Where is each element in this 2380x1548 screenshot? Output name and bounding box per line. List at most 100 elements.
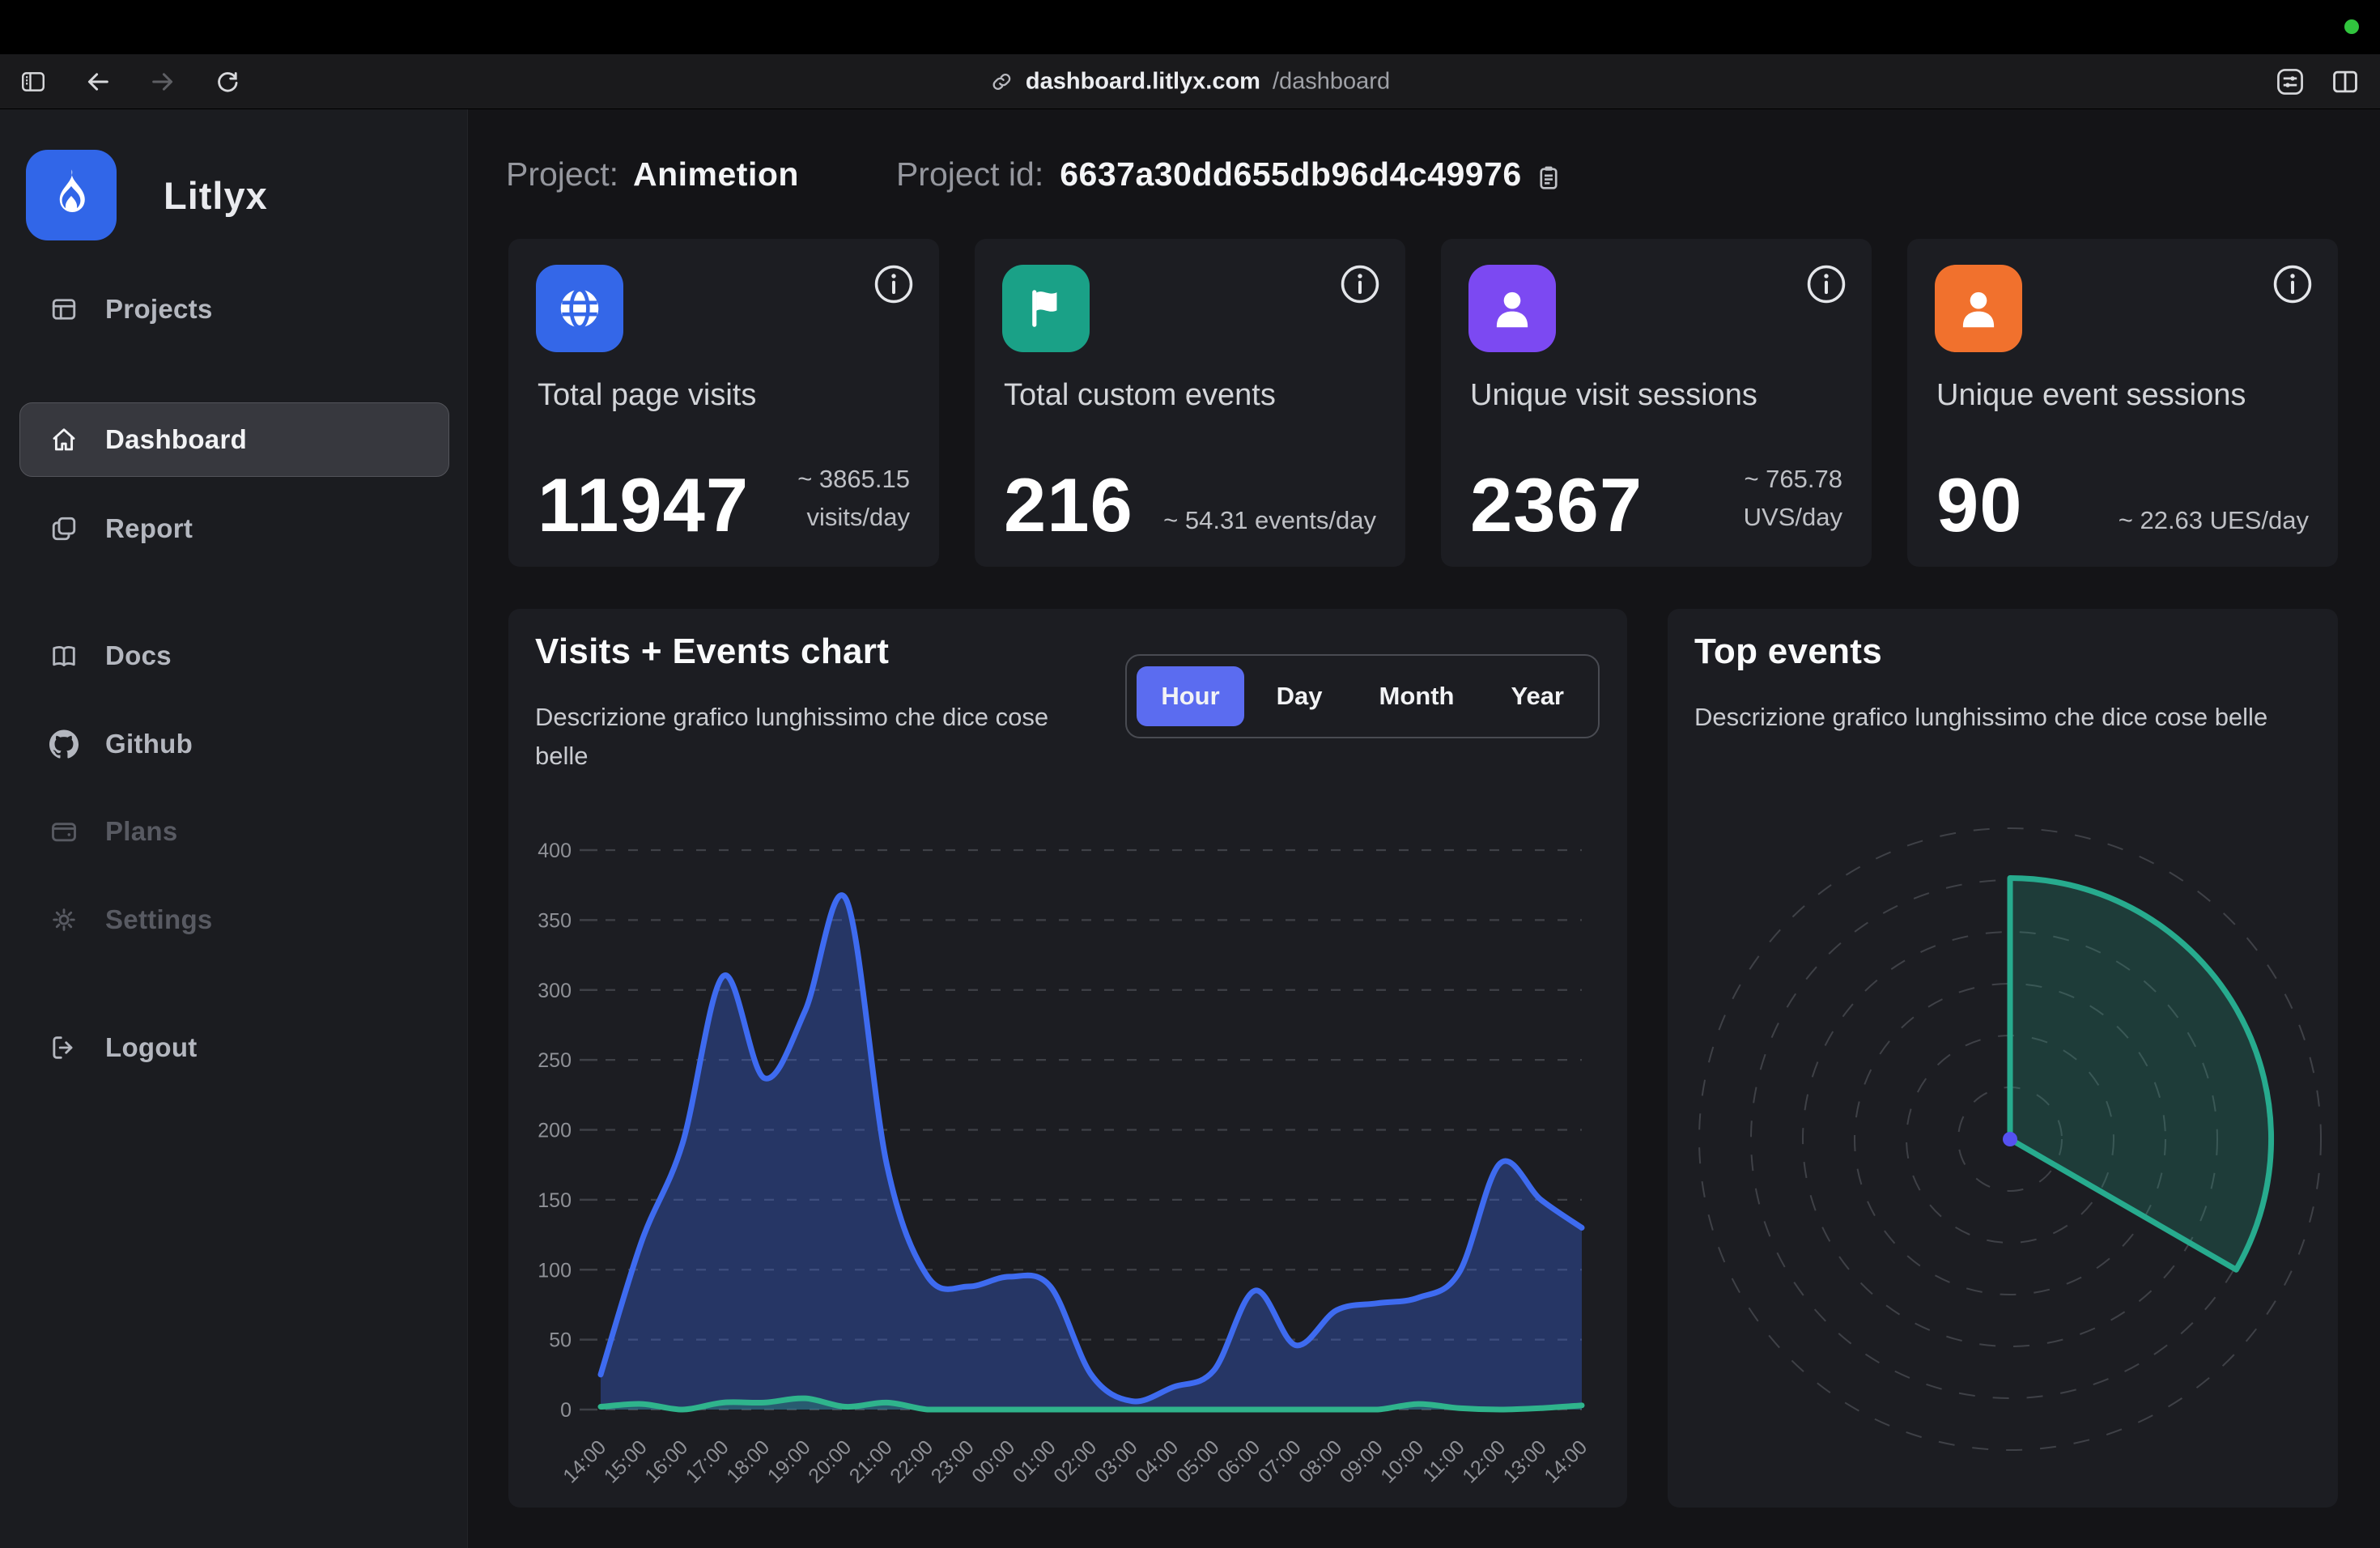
- project-name: Animetion: [633, 155, 799, 193]
- brand-name: Litlyx: [164, 173, 268, 217]
- svg-text:18:00: 18:00: [722, 1435, 774, 1487]
- svg-text:00:00: 00:00: [967, 1435, 1019, 1487]
- svg-text:11:00: 11:00: [1418, 1435, 1469, 1486]
- svg-text:17:00: 17:00: [682, 1435, 733, 1487]
- stat-title: Total custom events: [1004, 378, 1276, 412]
- stat-card-total-custom-events: Total custom events 216 ~ 54.31 events/d…: [975, 239, 1405, 567]
- svg-text:15:00: 15:00: [600, 1435, 652, 1487]
- stat-title: Unique event sessions: [1936, 378, 2246, 412]
- sidebar-item-report[interactable]: Report: [19, 491, 449, 566]
- svg-text:250: 250: [538, 1049, 572, 1072]
- stat-card-unique-event-sessions: Unique event sessions 90 ~ 22.63 UES/day: [1907, 239, 2338, 567]
- url-host: dashboard.litlyx.com: [1025, 68, 1260, 94]
- svg-text:150: 150: [538, 1189, 572, 1212]
- link-icon: [992, 73, 1011, 90]
- svg-text:50: 50: [549, 1329, 572, 1352]
- wallet-icon: [49, 817, 79, 846]
- svg-text:19:00: 19:00: [763, 1435, 815, 1487]
- sidebar-item-github[interactable]: Github: [19, 707, 449, 781]
- svg-text:350: 350: [538, 909, 572, 932]
- svg-text:01:00: 01:00: [1009, 1435, 1060, 1487]
- tab-day[interactable]: Day: [1252, 666, 1347, 726]
- svg-text:16:00: 16:00: [640, 1435, 692, 1487]
- flame-icon: [59, 169, 85, 213]
- tab-hour[interactable]: Hour: [1137, 666, 1244, 726]
- svg-text:200: 200: [538, 1120, 572, 1142]
- info-icon[interactable]: [871, 262, 916, 307]
- svg-text:13:00: 13:00: [1499, 1435, 1551, 1487]
- report-icon: [49, 514, 79, 543]
- svg-text:04:00: 04:00: [1131, 1435, 1183, 1487]
- chart-title: Visits + Events chart: [535, 632, 890, 671]
- address-bar[interactable]: dashboard.litlyx.com/dashboard: [990, 68, 1390, 95]
- litlyx-logo: [26, 150, 117, 240]
- camera-status-dot: [2344, 19, 2359, 34]
- sidebar: Litlyx Projects Dashboard Report Docs Gi…: [0, 109, 468, 1548]
- projects-icon: [49, 295, 79, 324]
- stat-title: Total page visits: [538, 378, 757, 412]
- stat-value: 216: [1004, 462, 1133, 548]
- sidebar-item-logout[interactable]: Logout: [19, 1010, 449, 1085]
- stat-title: Unique visit sessions: [1470, 378, 1757, 412]
- sidebar-item-dashboard[interactable]: Dashboard: [19, 402, 449, 477]
- browser-toolbar: dashboard.litlyx.com/dashboard: [0, 54, 2380, 109]
- sidebar-item-settings[interactable]: Settings: [19, 882, 449, 957]
- svg-text:14:00: 14:00: [559, 1435, 610, 1487]
- forward-icon[interactable]: [147, 66, 178, 97]
- user-icon: [1935, 265, 2022, 352]
- svg-text:21:00: 21:00: [845, 1435, 897, 1487]
- info-icon[interactable]: [2270, 262, 2315, 307]
- svg-text:06:00: 06:00: [1213, 1435, 1264, 1487]
- globe-icon: [536, 265, 623, 352]
- stat-value: 2367: [1470, 462, 1643, 548]
- gear-icon: [49, 905, 79, 934]
- home-icon: [49, 425, 79, 454]
- svg-text:12:00: 12:00: [1458, 1435, 1510, 1487]
- brand: Litlyx: [26, 150, 268, 240]
- copy-id-icon[interactable]: [1535, 161, 1562, 189]
- top-events-polar-chart: [1698, 827, 2322, 1451]
- stat-per-day: ~ 54.31 events/day: [1163, 505, 1376, 534]
- sidebar-toggle-icon[interactable]: [18, 66, 49, 97]
- logout-icon: [49, 1033, 79, 1062]
- project-label: Project:: [506, 155, 618, 193]
- svg-text:14:00: 14:00: [1540, 1435, 1592, 1487]
- project-id: 6637a30dd655db96d4c49976: [1060, 155, 1522, 193]
- svg-text:10:00: 10:00: [1376, 1435, 1428, 1487]
- project-id-label: Project id:: [895, 155, 1044, 193]
- info-icon[interactable]: [1804, 262, 1849, 307]
- tab-year[interactable]: Year: [1486, 666, 1588, 726]
- stat-per-day: ~ 3865.15 visits/day: [797, 465, 910, 531]
- top-events-title: Top events: [1694, 632, 1883, 671]
- sidebar-item-plans[interactable]: Plans: [19, 794, 449, 869]
- svg-text:23:00: 23:00: [927, 1435, 979, 1487]
- svg-text:05:00: 05:00: [1172, 1435, 1224, 1487]
- stat-value: 11947: [538, 462, 750, 548]
- macos-menubar: [0, 0, 2380, 54]
- svg-text:100: 100: [538, 1259, 572, 1282]
- sidebar-item-projects[interactable]: Projects: [19, 272, 449, 347]
- svg-text:22:00: 22:00: [886, 1435, 937, 1487]
- sidebar-item-docs[interactable]: Docs: [19, 619, 449, 693]
- url-path: /dashboard: [1272, 68, 1391, 94]
- top-events-card: Top events Descrizione grafico lunghissi…: [1668, 609, 2338, 1508]
- visits-events-card: Visits + Events chart Descrizione grafic…: [508, 609, 1627, 1508]
- info-icon[interactable]: [1337, 262, 1383, 307]
- svg-text:300: 300: [538, 980, 572, 1002]
- reload-icon[interactable]: [212, 66, 243, 97]
- stat-per-day: ~ 22.63 UES/day: [2118, 505, 2309, 534]
- tab-month[interactable]: Month: [1355, 666, 1479, 726]
- main-content: Project: Animetion Project id: 6637a30dd…: [468, 109, 2380, 1548]
- page-settings-icon[interactable]: [2275, 66, 2306, 97]
- top-events-description: Descrizione grafico lunghissimo che dice…: [1694, 703, 2268, 731]
- svg-text:400: 400: [538, 840, 572, 862]
- flag-icon: [1002, 265, 1090, 352]
- svg-text:09:00: 09:00: [1336, 1435, 1388, 1487]
- svg-text:08:00: 08:00: [1294, 1435, 1346, 1487]
- back-icon[interactable]: [83, 66, 113, 97]
- split-view-icon[interactable]: [2330, 66, 2361, 97]
- stat-value: 90: [1936, 462, 2023, 548]
- svg-text:07:00: 07:00: [1254, 1435, 1306, 1487]
- stat-card-unique-visit-sessions: Unique visit sessions 2367 ~ 765.78 UVS/…: [1441, 239, 1872, 567]
